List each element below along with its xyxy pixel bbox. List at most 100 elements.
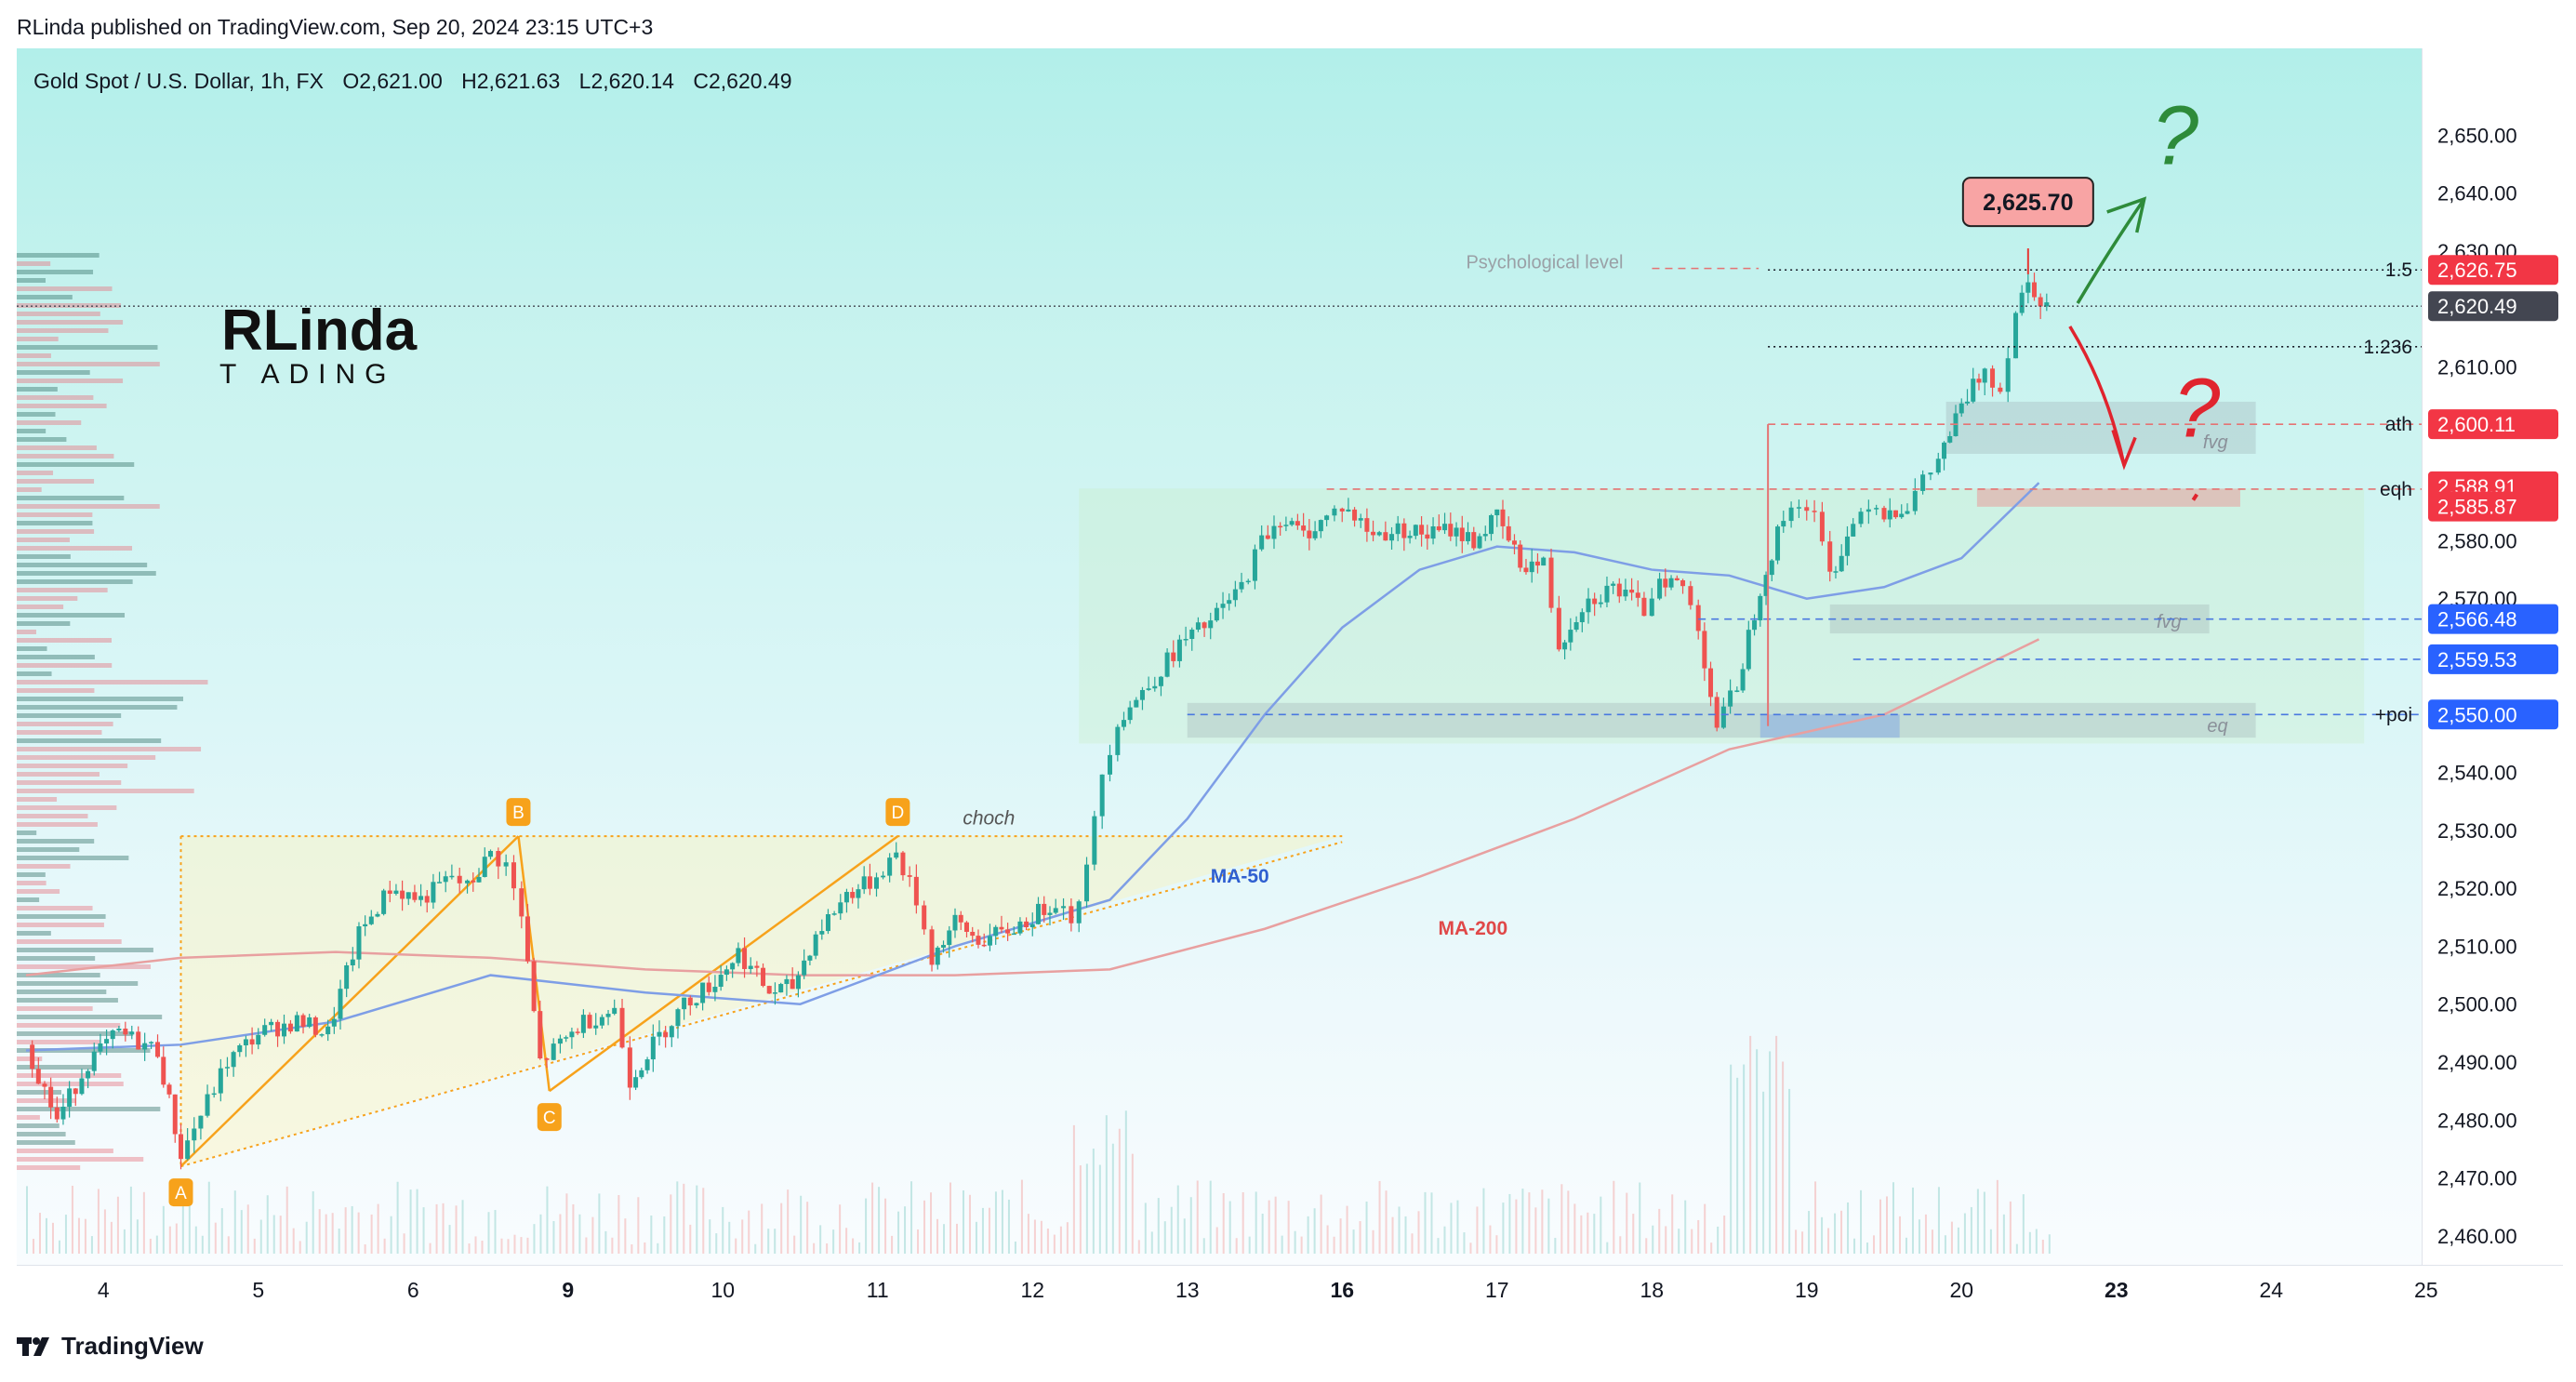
volume-bar [1534,1207,1537,1254]
volume-bar [1996,1179,1998,1254]
volume-bar [735,1238,737,1254]
volume-bar [839,1204,842,1254]
volume-profile-bar [17,454,114,458]
candle-body [269,1021,274,1026]
candle-body [657,1031,662,1037]
volume-bar [325,1214,327,1254]
candle-body [465,880,471,884]
candle-body [993,926,999,937]
volume-profile-bar [17,847,80,852]
candle-body [913,876,919,906]
volume-bar [1235,1238,1238,1254]
symbol-name[interactable]: Gold Spot / U.S. Dollar, 1h, FX [33,69,324,93]
volume-bar [1137,1240,1140,1254]
candle-body [179,1134,183,1160]
candle-body [1663,578,1668,588]
candle-body [98,1043,103,1052]
volume-bar [181,1184,184,1254]
level-label: 1.236 [2363,337,2412,358]
volume-bar [1736,1077,1739,1254]
annotation-ma-200: MA-200 [1438,918,1507,939]
candle-body [155,1042,161,1057]
candle-body [1152,685,1158,689]
candle-body [894,852,899,858]
candle-body [1053,908,1058,913]
candle-body [1746,630,1751,670]
candle-body [1781,521,1786,527]
volume-profile-bar [17,923,104,927]
candle-body [1579,612,1585,623]
volume-profile-bar [17,1098,77,1103]
volume-profile-bar [17,571,156,576]
volume-bar [175,1223,178,1254]
abcd-label-C: C [543,1109,556,1128]
volume-bar [663,1216,666,1254]
volume-bar [292,1228,295,1254]
volume-profile-bar [17,906,93,910]
volume-bar [650,1215,653,1254]
volume-profile-bar [17,521,93,525]
candle-body [1708,668,1714,698]
volume-bar [624,1218,627,1254]
volume-bar [968,1194,971,1254]
price-axis[interactable]: 2,460.00 2,470.00 2,480.00 2,490.00 2,500.00… [2422,48,2564,1265]
candle-body [211,1093,217,1096]
candle-body [1976,379,1982,383]
candle-body [730,963,736,970]
volume-bar [455,1205,458,1254]
volume-bar [474,1236,477,1254]
volume-bar [123,1229,126,1254]
candle-body [1164,652,1170,677]
candle-body [819,931,825,935]
candle-body [1176,639,1182,661]
volume-bar [1743,1064,1746,1254]
volume-profile-bar [17,964,152,969]
volume-bar [696,1185,698,1254]
volume-bar [442,1203,445,1254]
volume-bar [1248,1236,1251,1254]
candle-body [1383,532,1388,541]
candle-body [1541,557,1547,566]
volume-bar [1040,1220,1042,1254]
volume-bar [305,1221,308,1254]
volume-profile-bar [17,722,113,726]
time-axis[interactable]: 4 5 6 9 10 11 12 13 16 17 18 19 20 23 24 25 [17,1265,2563,1314]
volume-profile-bar [17,1065,97,1070]
green-arrow-up [2076,197,2146,304]
volume-profile-bar [17,445,97,450]
volume-bar [279,1216,282,1254]
volume-bar [1443,1226,1446,1254]
abcd-leg [179,835,520,1168]
volume-profile-bar [17,655,95,659]
tradingview-footer[interactable]: TradingView [17,1332,204,1361]
candle-body [1283,525,1289,526]
volume-bar [370,1214,373,1254]
volume-bar [1020,1179,1023,1254]
candle-body [1844,536,1850,556]
volume-bar [1450,1203,1453,1254]
volume-bar [45,1217,47,1254]
candle-body [1623,590,1628,597]
candle-body [431,882,436,903]
candle-body [1641,597,1647,617]
candle-body [706,982,711,992]
candle-body [457,875,462,884]
candle-body [761,967,766,987]
volume-bar [1749,1035,1752,1254]
candle-body [1796,507,1801,509]
volume-profile-bar [17,379,124,383]
volume-profile-bar [17,387,58,392]
candle-body [1436,525,1441,531]
candle-body [1556,607,1561,650]
candle-body [1301,525,1307,531]
candle-body [1720,706,1726,728]
candle-body [605,1014,611,1017]
volume-bar [272,1215,275,1254]
chart-area[interactable]: fvg fvg eq 1.5 1.236 ath eqh +poi Psychological … [17,48,2422,1265]
candle-body [1489,515,1494,535]
candle-body [1307,530,1312,538]
volume-profile-bar [17,956,96,961]
volume-bar [774,1229,777,1254]
candle-body [1629,590,1635,593]
chart-plot[interactable]: fvg fvg eq 1.5 1.236 ath eqh +poi Psychological … [17,48,2422,1265]
